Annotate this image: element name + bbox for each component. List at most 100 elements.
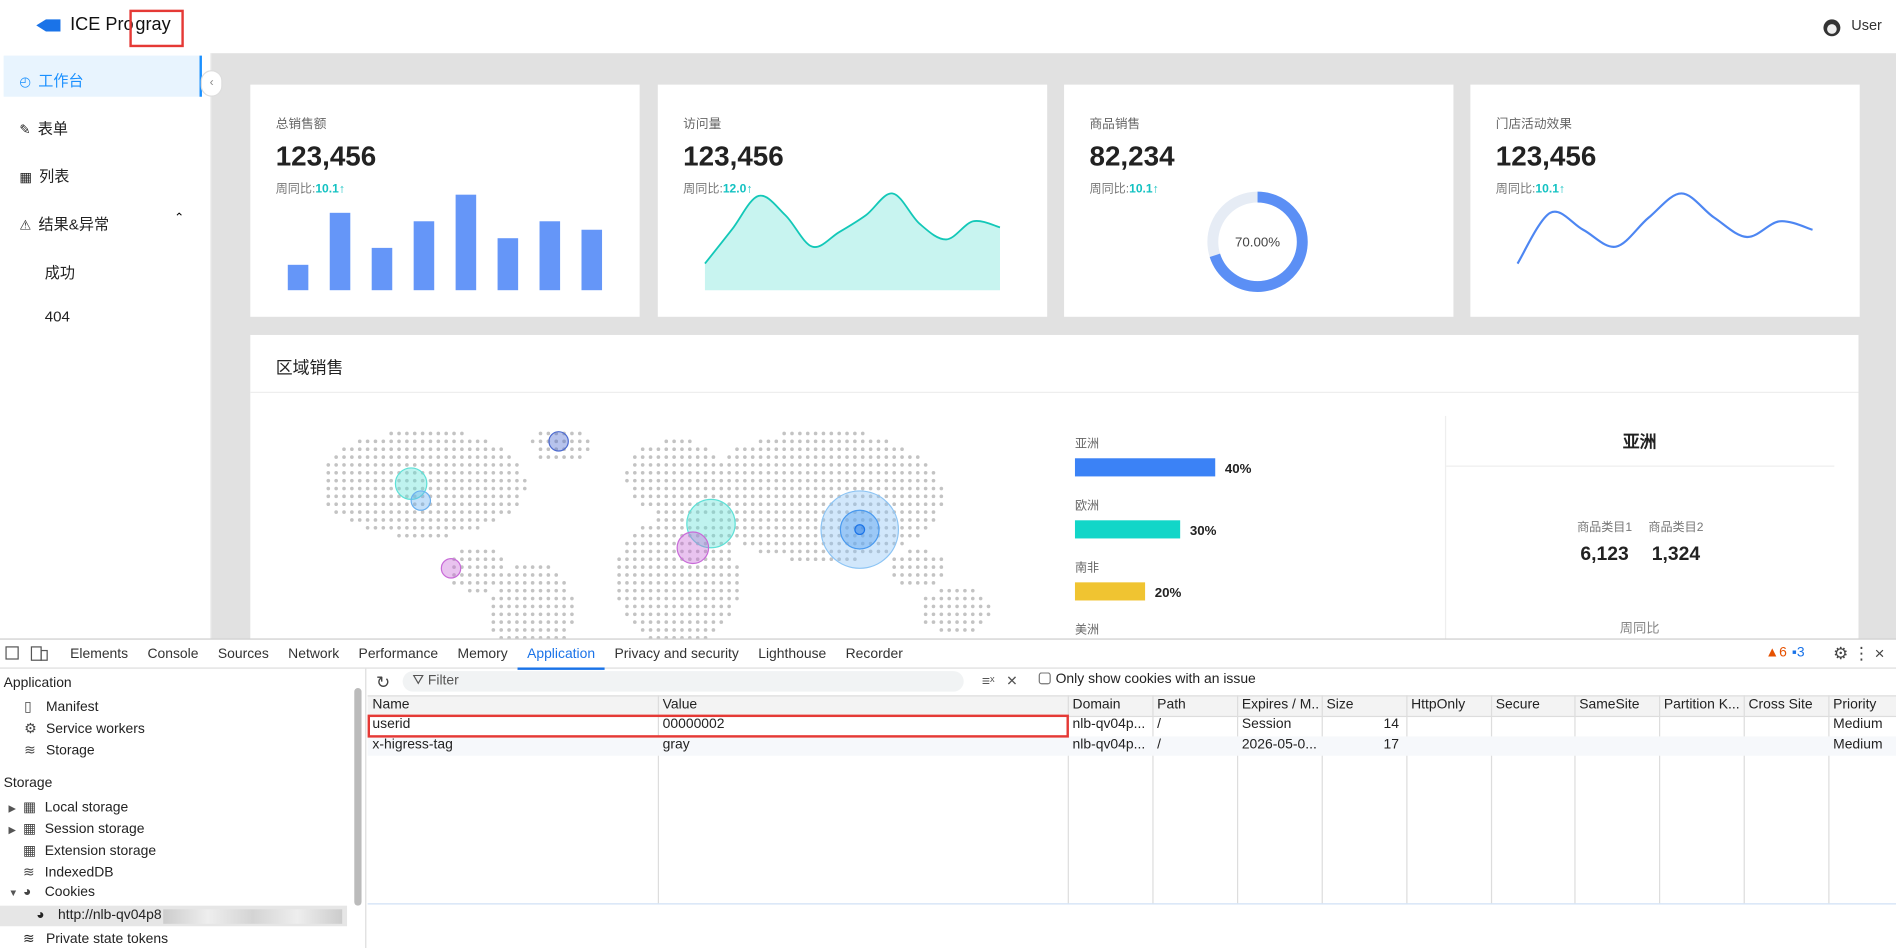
map-dot <box>766 470 771 475</box>
map-dot <box>915 502 920 507</box>
column-divider <box>1574 695 1576 904</box>
devtools-tab[interactable]: Network <box>288 646 340 662</box>
map-dot <box>656 502 661 507</box>
submenu-item[interactable]: 成功 <box>44 264 75 282</box>
message-count[interactable]: ▪3 <box>1792 645 1805 661</box>
map-bubble <box>548 431 569 452</box>
column-header[interactable]: Value <box>662 697 698 713</box>
column-header[interactable]: Domain <box>1072 697 1121 713</box>
avatar[interactable] <box>1821 15 1843 39</box>
cell[interactable]: 2026-05-0... <box>1241 736 1317 752</box>
map-dot <box>640 463 645 467</box>
map-dot <box>428 525 433 530</box>
tree-item[interactable]: ▦ Extension storage <box>8 842 156 859</box>
menu-icon: ▦ <box>19 170 32 186</box>
menu-item[interactable]: ⚠ 结果&异常 <box>19 211 109 234</box>
map-dot <box>342 502 346 507</box>
map-dot <box>868 455 873 459</box>
map-dot <box>633 581 637 585</box>
clear-buttons[interactable]: ≡ˣ ✕ <box>981 674 1018 690</box>
submenu-item[interactable]: 404 <box>44 308 70 326</box>
cell[interactable]: nlb-qv04p... <box>1072 717 1146 732</box>
column-header[interactable]: Cross Site <box>1748 697 1813 713</box>
refresh[interactable]: ↻ <box>376 672 391 692</box>
devtools-tab[interactable]: Memory <box>457 646 508 662</box>
tree-item[interactable]: ≋ IndexedDB <box>8 864 114 881</box>
map-dot <box>774 502 779 507</box>
map-dot <box>648 628 653 632</box>
cell[interactable]: Session <box>1241 717 1292 732</box>
tree-item[interactable]: ≋ Private state tokens <box>23 930 168 947</box>
map-dot <box>467 455 472 459</box>
filter-box[interactable]: ⛛ Filter <box>402 671 964 692</box>
tree-item[interactable]: ◕ http://nlb-qv04p8 <box>36 908 161 923</box>
map-dot <box>672 573 676 577</box>
map-dot <box>436 502 441 507</box>
devtools-tab[interactable]: Lighthouse <box>758 646 827 662</box>
devtools-tab[interactable]: Recorder <box>845 646 903 662</box>
cell[interactable]: Medium <box>1833 717 1883 732</box>
cell[interactable]: nlb-qv04p... <box>1072 736 1146 752</box>
column-header[interactable]: Name <box>372 697 410 713</box>
devtools-tab[interactable]: Console <box>147 646 199 662</box>
cell[interactable]: / <box>1157 717 1162 732</box>
column-header[interactable]: HttpOnly <box>1411 697 1466 713</box>
cell[interactable]: 17 <box>1383 736 1400 752</box>
tree-item[interactable]: ▶ ▦ Session storage <box>8 820 144 837</box>
warning-count[interactable]: ▲6 <box>1765 645 1787 661</box>
devtools-tab[interactable]: Application <box>517 640 605 670</box>
column-header[interactable]: Expires / M... <box>1241 697 1320 713</box>
cell[interactable]: Medium <box>1833 736 1883 752</box>
tree-item[interactable]: ▯ Manifest <box>24 698 98 715</box>
cell[interactable]: gray <box>662 736 690 752</box>
settings[interactable]: ⚙ ⋮ × <box>1833 643 1885 663</box>
column-header[interactable]: SameSite <box>1579 697 1640 713</box>
column-header[interactable]: Secure <box>1495 697 1540 713</box>
map-dot <box>672 588 676 593</box>
scrollbar[interactable] <box>354 688 362 906</box>
map-dot <box>373 439 378 444</box>
user-name[interactable]: User <box>1851 16 1882 34</box>
map-dot <box>711 588 716 593</box>
menu-item[interactable]: ◴ 工作台 <box>19 68 83 91</box>
map-dot <box>695 628 700 632</box>
collapse-button[interactable]: ‹ <box>200 70 223 97</box>
map-dot <box>633 470 637 475</box>
cell[interactable]: 00000002 <box>662 717 725 732</box>
tree-item[interactable]: ▶ ▦ Local storage <box>8 798 128 815</box>
devtools-tab[interactable]: Sources <box>217 646 269 662</box>
bar <box>539 221 561 291</box>
map-dot <box>821 533 826 538</box>
map-dot <box>955 604 959 609</box>
map-dot <box>923 565 928 569</box>
column-header[interactable]: Priority <box>1833 697 1877 713</box>
column-header[interactable]: Size <box>1326 697 1354 713</box>
map-dot <box>452 447 456 452</box>
issue-filter[interactable]: Only show cookies with an issue <box>1038 672 1256 687</box>
devtools-tab[interactable]: Privacy and security <box>614 646 739 662</box>
menu-item[interactable]: ▦ 列表 <box>19 163 69 186</box>
cell[interactable]: 14 <box>1383 717 1400 732</box>
inspect-icons[interactable] <box>5 646 53 663</box>
map-dot <box>805 431 810 436</box>
tree-item[interactable]: ▼ ◕ Cookies <box>8 886 95 901</box>
column-header[interactable]: Partition K... <box>1663 697 1740 713</box>
map-dot <box>570 455 574 459</box>
cell[interactable]: / <box>1157 736 1162 752</box>
map-dot <box>428 431 433 436</box>
checkbox[interactable] <box>1038 672 1051 685</box>
cell[interactable]: x-higress-tag <box>372 736 453 752</box>
map-dot <box>664 581 669 585</box>
map-dot <box>915 486 920 491</box>
map-dot <box>766 494 771 499</box>
map-dot <box>735 573 739 577</box>
tree-item[interactable]: ⚙ Service workers <box>24 720 145 737</box>
devtools-tab[interactable]: Elements <box>70 646 129 662</box>
menu-icon: ⚠ <box>19 218 32 233</box>
devtools-tab[interactable]: Performance <box>358 646 439 662</box>
map-dot <box>908 455 912 459</box>
tree-item[interactable]: ≋ Storage <box>24 742 94 759</box>
cell[interactable]: userid <box>372 717 411 732</box>
menu-item[interactable]: ✎ 表单 <box>19 115 68 138</box>
column-header[interactable]: Path <box>1157 697 1186 713</box>
